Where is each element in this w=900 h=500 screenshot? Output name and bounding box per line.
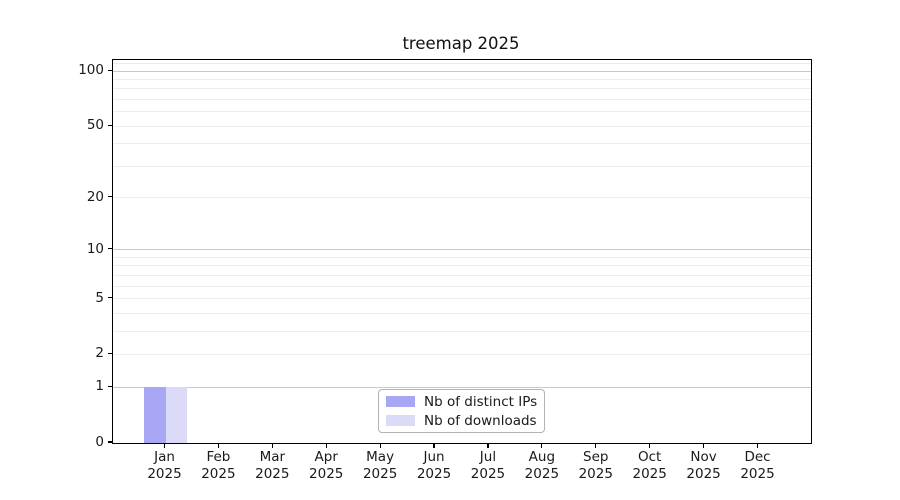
y-axis-tick-label: 0 bbox=[95, 434, 104, 450]
y-axis-tick bbox=[108, 248, 112, 250]
x-axis-tick-label: Feb 2025 bbox=[201, 449, 236, 482]
legend: Nb of distinct IPs Nb of downloads bbox=[378, 389, 545, 433]
minor-gridline bbox=[113, 285, 811, 287]
minor-gridline bbox=[113, 265, 811, 267]
plot-area bbox=[112, 59, 812, 444]
minor-gridline bbox=[113, 88, 811, 90]
x-axis-tick bbox=[379, 443, 381, 448]
x-axis-tick bbox=[702, 443, 705, 448]
x-axis-tick bbox=[756, 443, 759, 448]
legend-entry-downloads: Nb of downloads bbox=[386, 412, 537, 429]
minor-gridline bbox=[113, 312, 811, 314]
minor-gridline bbox=[113, 330, 811, 332]
x-axis-tick-label: Oct 2025 bbox=[632, 449, 667, 482]
x-axis-tick bbox=[433, 443, 435, 448]
minor-gridline bbox=[113, 111, 811, 113]
minor-gridline bbox=[113, 165, 811, 167]
minor-gridline bbox=[113, 99, 811, 101]
minor-gridline bbox=[113, 125, 811, 127]
minor-gridline bbox=[113, 79, 811, 81]
x-axis-tick-label: Dec 2025 bbox=[740, 449, 775, 482]
x-axis-tick-label: Jul 2025 bbox=[470, 449, 506, 482]
minor-gridline bbox=[113, 197, 811, 199]
x-axis-tick bbox=[217, 443, 219, 448]
x-axis-tick bbox=[595, 443, 597, 448]
y-axis-tick-label: 50 bbox=[86, 117, 104, 134]
minor-gridline bbox=[113, 143, 811, 145]
y-axis-tick-label: 100 bbox=[78, 62, 104, 79]
x-axis-tick bbox=[487, 443, 489, 448]
bar-distinct-ips-jan bbox=[144, 387, 166, 443]
minor-gridline bbox=[113, 274, 811, 276]
y-axis-tick-label: 2 bbox=[95, 345, 104, 362]
legend-swatch-distinct-ips bbox=[386, 396, 415, 407]
y-axis-tick bbox=[108, 297, 112, 299]
minor-gridline bbox=[113, 63, 811, 65]
x-axis-tick bbox=[271, 443, 273, 448]
x-axis-tick-label: Mar 2025 bbox=[255, 449, 290, 482]
x-axis-tick-label: Sep 2025 bbox=[578, 449, 613, 482]
y-axis-tick bbox=[108, 385, 112, 387]
x-axis-tick-label: Jan 2025 bbox=[147, 449, 182, 482]
minor-gridline bbox=[113, 256, 811, 258]
legend-label-distinct-ips: Nb of distinct IPs bbox=[424, 393, 538, 410]
minor-gridline bbox=[113, 298, 811, 300]
x-axis-tick bbox=[325, 443, 327, 448]
y-axis-tick-label: 10 bbox=[86, 240, 104, 257]
x-axis-tick bbox=[163, 443, 166, 448]
major-gridline bbox=[113, 386, 811, 388]
x-axis-tick-label: Apr 2025 bbox=[309, 449, 344, 482]
y-axis-tick-label: 20 bbox=[86, 188, 104, 205]
y-axis-tick-label: 1 bbox=[95, 378, 104, 395]
legend-label-downloads: Nb of downloads bbox=[424, 412, 537, 429]
legend-entry-distinct-ips: Nb of distinct IPs bbox=[386, 393, 537, 410]
y-axis-tick bbox=[108, 441, 112, 443]
y-axis-tick-label: 5 bbox=[95, 289, 104, 306]
bar-downloads-jan bbox=[165, 387, 187, 443]
major-gridline bbox=[113, 70, 811, 72]
minor-gridline bbox=[113, 353, 811, 355]
x-axis-tick-label: May 2025 bbox=[362, 449, 398, 482]
y-axis-tick bbox=[108, 196, 112, 198]
x-axis-tick bbox=[541, 443, 543, 448]
x-axis-tick-label: Jun 2025 bbox=[416, 449, 452, 482]
x-axis-tick-label: Nov 2025 bbox=[686, 449, 721, 482]
x-axis-tick-label: Aug 2025 bbox=[524, 449, 560, 482]
chart-title: treemap 2025 bbox=[402, 34, 520, 53]
legend-swatch-downloads bbox=[386, 415, 415, 426]
y-axis-tick bbox=[108, 69, 112, 71]
major-gridline bbox=[113, 249, 811, 251]
x-axis-tick bbox=[649, 443, 651, 448]
y-axis-tick bbox=[108, 352, 112, 355]
y-axis-tick bbox=[108, 124, 112, 126]
